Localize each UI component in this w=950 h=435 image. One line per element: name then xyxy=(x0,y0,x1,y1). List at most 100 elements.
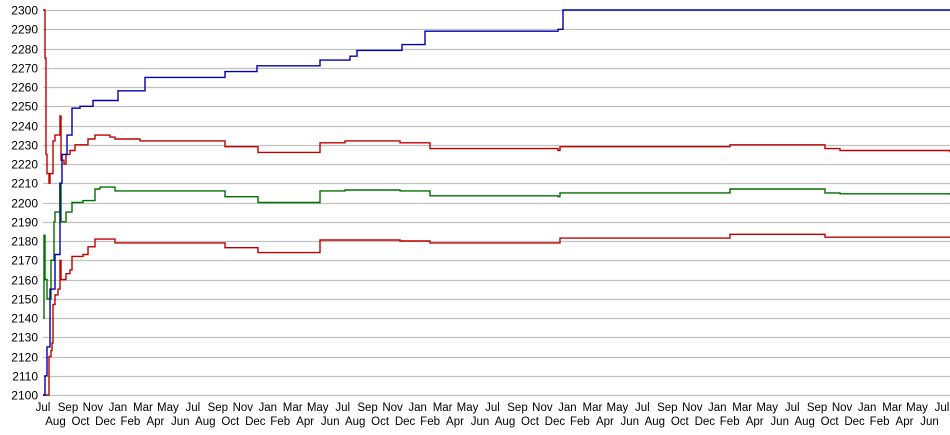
x-tick-label: Oct xyxy=(821,416,840,428)
x-tick-label: Jul xyxy=(485,402,500,414)
x-tick-label: May xyxy=(457,402,479,414)
x-tick-label: Oct xyxy=(371,416,390,428)
x-tick-label: Sep xyxy=(357,402,377,414)
y-tick-label: 2250 xyxy=(11,100,38,114)
x-tick-label: May xyxy=(157,402,179,414)
x-tick-label: Jul xyxy=(785,402,800,414)
x-tick-label: Dec xyxy=(695,416,716,428)
x-tick-label: Sep xyxy=(58,402,78,414)
x-tick-label: Aug xyxy=(345,416,365,428)
x-tick-label: Aug xyxy=(195,416,215,428)
x-axis-ticks: Jul Aug Sep Oct Nov Dec Jan Feb Mar Apr May Jun Jul A… xyxy=(36,402,950,428)
x-tick-label: Oct xyxy=(72,416,91,428)
x-tick-label: May xyxy=(756,402,778,414)
y-tick-label: 2130 xyxy=(11,331,38,345)
y-tick-label: 2110 xyxy=(12,370,38,384)
x-tick-label: Jul xyxy=(36,402,51,414)
series-lines xyxy=(43,9,950,396)
series-middle-line xyxy=(43,182,950,319)
x-tick-label: Jul xyxy=(935,402,950,414)
x-tick-label: Jan xyxy=(858,402,877,414)
y-tick-label: 2170 xyxy=(11,254,38,268)
x-tick-label: Feb xyxy=(420,416,440,428)
x-tick-label: Oct xyxy=(521,416,540,428)
y-tick-label: 2270 xyxy=(11,62,38,76)
x-tick-label: Nov xyxy=(832,402,853,414)
y-tick-label: 2160 xyxy=(11,274,38,288)
y-tick-label: 2300 xyxy=(11,4,38,18)
x-tick-label: Apr xyxy=(446,416,464,428)
x-tick-label: Jul xyxy=(335,402,350,414)
y-tick-label: 2210 xyxy=(11,177,38,191)
x-tick-label: Dec xyxy=(95,416,116,428)
x-tick-label: Aug xyxy=(495,416,515,428)
x-tick-label: Mar xyxy=(283,402,303,414)
x-tick-label: Feb xyxy=(570,416,590,428)
x-tick-label: Jun xyxy=(321,416,340,428)
x-tick-label: Feb xyxy=(720,416,740,428)
y-tick-label: 2280 xyxy=(11,43,38,57)
y-tick-label: 2230 xyxy=(11,139,38,153)
y-tick-label: 2120 xyxy=(11,351,38,365)
y-tick-label: 2290 xyxy=(11,23,38,37)
x-tick-label: Dec xyxy=(245,416,266,428)
x-tick-label: May xyxy=(307,402,329,414)
x-tick-label: Feb xyxy=(120,416,140,428)
series-lower-band xyxy=(43,233,950,396)
x-tick-label: Nov xyxy=(382,402,403,414)
x-tick-label: Jul xyxy=(185,402,200,414)
x-tick-label: Oct xyxy=(671,416,690,428)
gridlines xyxy=(43,9,950,397)
y-axis-ticks: 2100 2110 2120 2130 2140 2150 2160 2170 2180 2190… xyxy=(11,4,38,403)
y-tick-label: 2140 xyxy=(11,312,38,326)
x-tick-label: Nov xyxy=(83,402,104,414)
x-tick-label: Jan xyxy=(109,402,128,414)
x-tick-label: Jan xyxy=(408,402,427,414)
x-tick-label: May xyxy=(607,402,629,414)
y-tick-label: 2190 xyxy=(11,216,38,230)
x-tick-label: Dec xyxy=(395,416,416,428)
x-tick-label: Sep xyxy=(657,402,677,414)
x-tick-label: Jan xyxy=(558,402,577,414)
x-tick-label: Nov xyxy=(532,402,553,414)
x-tick-label: Feb xyxy=(870,416,890,428)
y-tick-label: 2260 xyxy=(11,81,38,95)
x-tick-label: May xyxy=(906,402,928,414)
x-tick-label: Apr xyxy=(296,416,314,428)
series-upper-band xyxy=(43,9,950,184)
x-tick-label: Aug xyxy=(45,416,65,428)
x-tick-label: Oct xyxy=(221,416,240,428)
x-tick-label: Mar xyxy=(882,402,902,414)
x-tick-label: Jun xyxy=(171,416,190,428)
x-tick-label: Apr xyxy=(896,416,914,428)
x-tick-label: Mar xyxy=(133,402,153,414)
x-tick-label: Sep xyxy=(208,402,228,414)
x-tick-label: Jun xyxy=(920,416,939,428)
x-tick-label: Nov xyxy=(682,402,703,414)
x-tick-label: Feb xyxy=(270,416,290,428)
series-cumulative-max xyxy=(43,9,950,396)
x-tick-label: Mar xyxy=(732,402,752,414)
y-tick-label: 2180 xyxy=(11,235,38,249)
x-tick-label: Aug xyxy=(645,416,665,428)
x-tick-label: Dec xyxy=(844,416,865,428)
x-tick-label: Apr xyxy=(746,416,764,428)
y-tick-label: 2150 xyxy=(11,293,38,307)
x-tick-label: Nov xyxy=(233,402,254,414)
x-tick-label: Dec xyxy=(545,416,566,428)
y-tick-label: 2220 xyxy=(11,158,38,172)
x-tick-label: Jan xyxy=(708,402,727,414)
x-tick-label: Aug xyxy=(794,416,814,428)
x-tick-label: Jun xyxy=(471,416,490,428)
x-tick-label: Sep xyxy=(807,402,827,414)
y-tick-label: 2200 xyxy=(11,197,38,211)
y-tick-label: 2240 xyxy=(11,120,38,134)
x-tick-label: Apr xyxy=(596,416,614,428)
x-tick-label: Jul xyxy=(635,402,650,414)
x-tick-label: Sep xyxy=(507,402,527,414)
x-tick-label: Jun xyxy=(621,416,640,428)
x-tick-label: Jun xyxy=(770,416,789,428)
x-tick-label: Mar xyxy=(433,402,453,414)
x-tick-label: Apr xyxy=(146,416,164,428)
